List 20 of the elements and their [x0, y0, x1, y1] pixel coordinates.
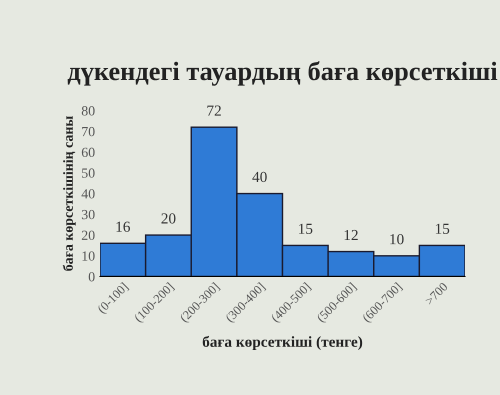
y-tick-label: 30	[82, 210, 95, 220]
data-label: 40	[252, 172, 267, 182]
y-axis-title: баға көрсеткішінің саны	[62, 116, 76, 271]
data-label: 72	[207, 105, 221, 116]
y-tick-label: 20	[82, 230, 95, 240]
data-label: 12	[344, 230, 358, 240]
data-label: 16	[116, 222, 130, 232]
y-tick-label: 0	[88, 272, 95, 282]
y-tick-label: 60	[82, 148, 95, 158]
y-tick-label: 70	[82, 126, 95, 136]
y-tick-label: 40	[82, 189, 95, 199]
chart-title: дүкендегі тауардың баға көрсеткіші	[68, 61, 498, 86]
data-label: 15	[299, 224, 312, 234]
data-label: 20	[161, 213, 176, 224]
data-label: 10	[390, 234, 404, 244]
x-axis-title: баға көрсеткіші (тенге)	[202, 336, 362, 350]
y-tick-label: 50	[82, 168, 95, 178]
y-tick-label: 80	[82, 106, 95, 116]
y-tick-label: 10	[82, 251, 95, 261]
data-label: 15	[436, 224, 450, 234]
